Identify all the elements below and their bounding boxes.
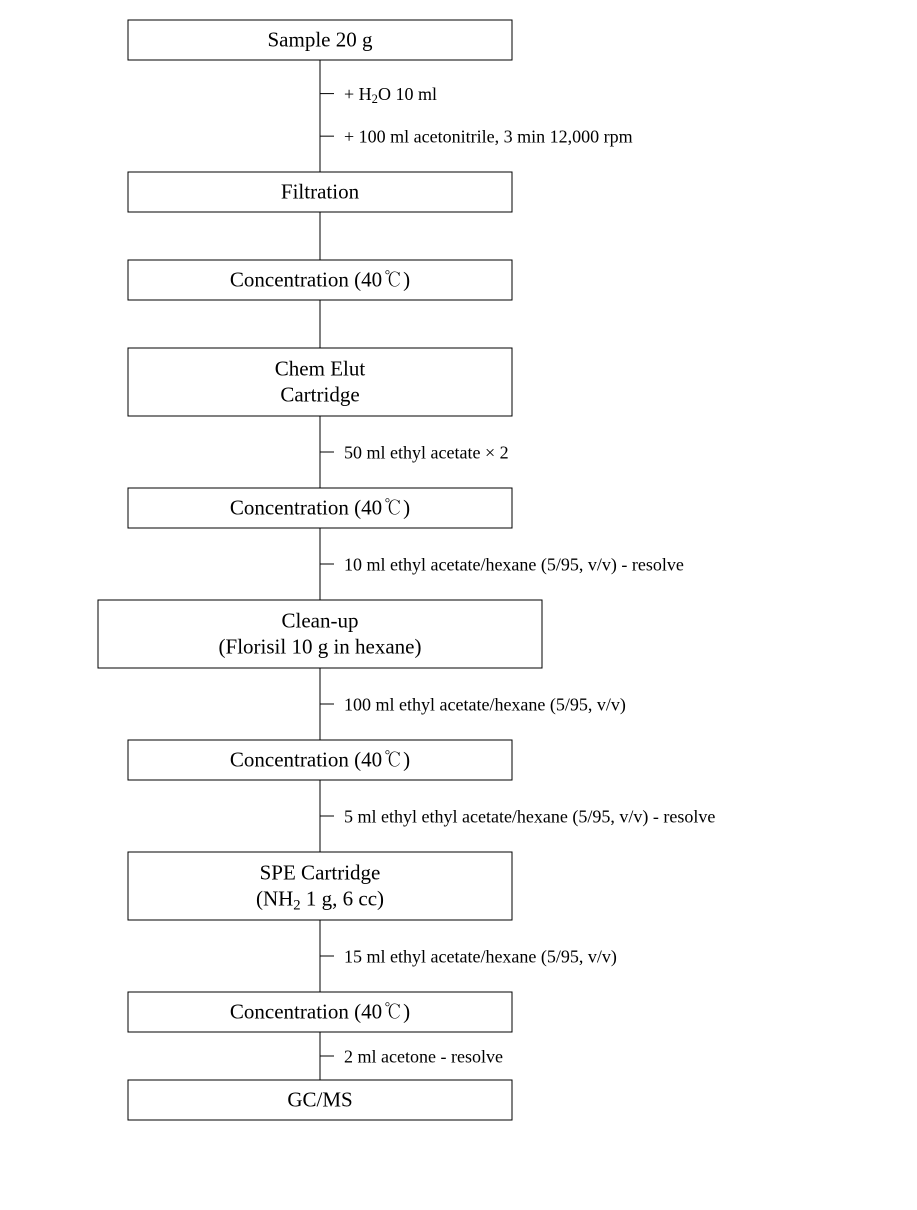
flow-box-b9: GC/MS: [128, 1080, 512, 1120]
flow-box-b8: Concentration (40℃): [128, 992, 512, 1032]
flow-box-b4: Concentration (40℃): [128, 488, 512, 528]
flow-box-label: Sample 20 g: [268, 28, 373, 52]
flow-box-label: (Florisil 10 g in hexane): [219, 635, 422, 659]
flow-box-label: Chem Elut: [275, 356, 366, 380]
annotation-label: 50 ml ethyl acetate × 2: [344, 442, 509, 462]
flow-box-label: Clean-up: [282, 608, 359, 632]
flow-box-label: Cartridge: [280, 383, 359, 407]
annotation-label: + H2O 10 ml: [344, 84, 437, 106]
flow-box-label: Concentration (40℃): [230, 748, 410, 772]
flow-box-b5: Clean-up (Florisil 10 g in hexane): [98, 600, 542, 668]
annotation-label: 10 ml ethyl acetate/hexane (5/95, v/v) -…: [344, 554, 684, 575]
annotation-label: 100 ml ethyl acetate/hexane (5/95, v/v): [344, 694, 626, 715]
flow-box-b7: SPE Cartridge (NH2 1 g, 6 cc): [128, 852, 512, 920]
flow-box-b6: Concentration (40℃): [128, 740, 512, 780]
flow-box-label: Concentration (40℃): [230, 1000, 410, 1024]
annotation-label: 2 ml acetone - resolve: [344, 1046, 503, 1066]
flow-box-label: Filtration: [281, 180, 360, 204]
flow-box-label: GC/MS: [287, 1088, 352, 1112]
flow-box-label: Concentration (40℃): [230, 268, 410, 292]
flow-box-b1: Filtration: [128, 172, 512, 212]
flow-box-label: Concentration (40℃): [230, 496, 410, 520]
annotation-label: 5 ml ethyl ethyl acetate/hexane (5/95, v…: [344, 806, 715, 827]
flow-box-b0: Sample 20 g: [128, 20, 512, 60]
annotation-label: 15 ml ethyl acetate/hexane (5/95, v/v): [344, 946, 617, 967]
flow-box-label: SPE Cartridge: [260, 860, 381, 884]
flow-box-label: (NH2 1 g, 6 cc): [256, 887, 384, 914]
annotation-label: + 100 ml acetonitrile, 3 min 12,000 rpm: [344, 126, 633, 146]
flow-box-b3: Chem Elut Cartridge: [128, 348, 512, 416]
flow-box-b2: Concentration (40℃): [128, 260, 512, 300]
